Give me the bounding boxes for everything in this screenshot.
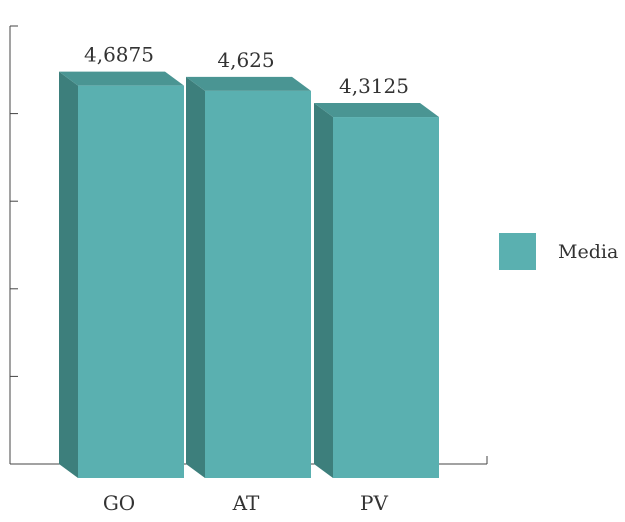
category-label-pv: PV: [360, 491, 388, 515]
bars-group: [59, 71, 439, 478]
bar-side-face: [59, 71, 78, 478]
data-label-at: 4,625: [217, 48, 274, 72]
labels-group: 4,6875 GO 4,625 AT 4,3125 PV: [84, 43, 409, 515]
bar-top-face: [186, 76, 311, 91]
legend-label-media: Media: [558, 241, 618, 263]
bar-front-face: [205, 90, 311, 478]
bar-top-face: [59, 71, 184, 86]
legend-swatch-media: [499, 233, 536, 270]
data-label-pv: 4,3125: [339, 74, 409, 98]
category-label-go: GO: [103, 491, 135, 515]
bar-front-face: [78, 85, 184, 478]
category-label-at: AT: [232, 491, 260, 515]
bar-top-face: [314, 103, 439, 118]
bar-pv: [314, 103, 439, 478]
bar-front-face: [333, 117, 439, 478]
bar-side-face: [314, 103, 333, 478]
bar-side-face: [186, 76, 205, 478]
data-label-go: 4,6875: [84, 43, 154, 67]
bar-at: [186, 76, 311, 478]
bar-go: [59, 71, 184, 478]
legend: Media: [499, 233, 618, 270]
